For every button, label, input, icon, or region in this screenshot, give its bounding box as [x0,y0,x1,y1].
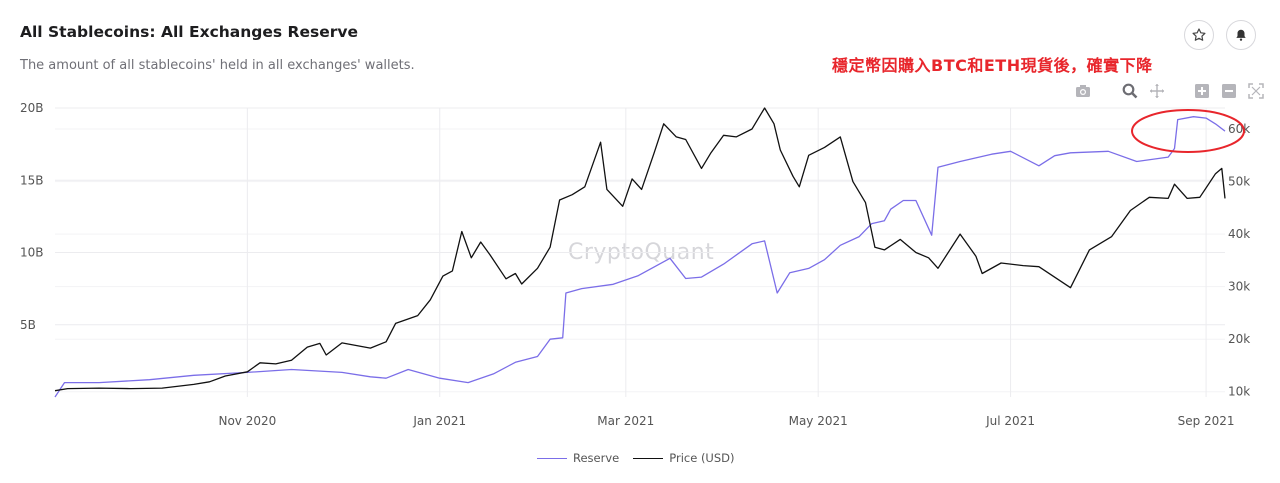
series-line-price [54,107,1226,392]
legend-swatch-reserve [537,457,567,459]
y-left-tick-label: 5B [20,318,36,332]
x-tick-label: Sep 2021 [1178,414,1235,428]
legend-swatch-price [633,457,664,459]
camera-icon[interactable] [1074,82,1091,99]
bell-icon [1236,29,1246,41]
annotation-text: 穩定幣因購入BTC和ETH現貨後，確實下降 [832,56,1153,75]
zoom-icon[interactable] [1121,82,1138,99]
legend-item-reserve[interactable]: Reserve [537,451,619,465]
alert-button[interactable] [1226,20,1256,50]
y-right-tick-label: 20k [1228,332,1250,346]
legend: Reserve Price (USD) [537,451,735,465]
x-tick-label: Jan 2021 [412,414,466,428]
y-right-tick-label: 30k [1228,280,1250,294]
pan-icon[interactable] [1148,82,1165,99]
annotation-ellipse [1131,109,1245,153]
zoom-in-icon[interactable] [1193,82,1210,99]
favorite-button[interactable] [1184,20,1214,50]
zoom-out-icon[interactable] [1220,82,1237,99]
chart-subtitle: The amount of all stablecoins' held in a… [20,58,415,73]
legend-label-price: Price (USD) [669,451,735,465]
x-tick-label: Nov 2020 [218,414,276,428]
autoscale-icon[interactable] [1247,82,1264,99]
y-left-tick-label: 10B [20,246,44,260]
chart-toolbar [1074,82,1264,99]
legend-item-price[interactable]: Price (USD) [633,451,735,465]
y-right-tick-label: 40k [1228,227,1250,241]
y-right-tick-label: 50k [1228,175,1250,189]
y-left-tick-label: 15B [20,173,44,187]
series-line-reserve [54,116,1226,398]
x-tick-label: Jul 2021 [985,414,1035,428]
x-tick-label: Mar 2021 [597,414,654,428]
legend-label-reserve: Reserve [573,451,620,465]
chart-title: All Stablecoins: All Exchanges Reserve [20,23,358,41]
y-right-tick-label: 60k [1228,122,1250,136]
star-icon [1192,28,1206,41]
x-tick-label: May 2021 [789,414,848,428]
y-left-tick-label: 20B [20,101,44,115]
y-right-tick-label: 10k [1228,385,1250,399]
